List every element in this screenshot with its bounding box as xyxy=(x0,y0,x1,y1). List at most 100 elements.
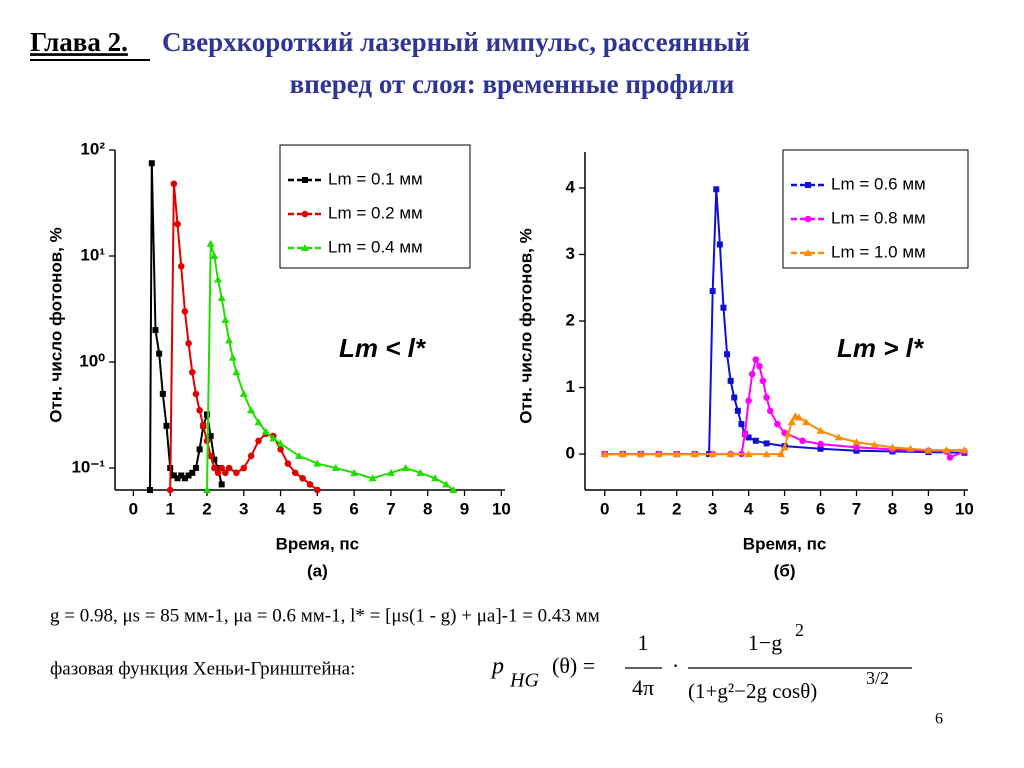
marker xyxy=(196,446,203,453)
marker xyxy=(314,486,321,494)
params: g = 0.98, μs = 85 мм-1, μa = 0.6 мм-1, l… xyxy=(50,605,600,626)
marker xyxy=(654,450,663,458)
marker xyxy=(804,215,812,223)
marker xyxy=(225,464,233,472)
marker xyxy=(207,452,214,460)
marker xyxy=(148,160,155,167)
x-tick-label: 0 xyxy=(129,499,138,518)
title: вперед от слоя: временные профили xyxy=(290,69,735,99)
marker xyxy=(708,450,717,458)
marker xyxy=(787,418,796,426)
title: Сверхкороткий лазерный импульс, рассеянн… xyxy=(162,27,750,57)
marker xyxy=(386,468,395,476)
marker xyxy=(709,288,716,295)
annotation: Lm > l* xyxy=(837,333,925,363)
marker xyxy=(442,480,451,488)
x-tick-label: 3 xyxy=(239,499,248,518)
marker xyxy=(206,239,215,247)
formula: (θ) = xyxy=(552,653,595,678)
marker xyxy=(214,275,223,283)
marker xyxy=(302,177,308,183)
y-tick-label: 4 xyxy=(566,177,576,196)
marker xyxy=(178,472,185,479)
marker xyxy=(745,397,752,405)
marker xyxy=(762,450,771,458)
marker xyxy=(163,422,170,429)
marker xyxy=(618,450,627,458)
marker xyxy=(217,294,226,302)
marker xyxy=(804,249,812,256)
y-axis-label: Отн. число фотонов, % xyxy=(516,228,535,423)
marker xyxy=(724,351,731,358)
x-tick-label: 3 xyxy=(708,499,717,518)
marker xyxy=(401,463,410,471)
series-line xyxy=(604,414,965,456)
marker xyxy=(745,434,752,441)
marker xyxy=(906,444,915,452)
x-tick-label: 4 xyxy=(276,499,286,518)
x-tick-label: 1 xyxy=(165,499,174,518)
marker xyxy=(301,244,309,251)
marker xyxy=(221,315,230,323)
marker xyxy=(766,407,774,415)
marker xyxy=(215,464,222,471)
marker xyxy=(192,464,199,471)
marker xyxy=(774,420,781,428)
marker xyxy=(600,450,609,458)
marker xyxy=(277,446,284,453)
caption: (а) xyxy=(307,561,328,580)
x-tick-label: 5 xyxy=(313,499,322,518)
marker xyxy=(748,370,756,378)
marker xyxy=(291,469,299,477)
marker xyxy=(269,434,278,442)
marker xyxy=(200,422,207,430)
x-tick-label: 1 xyxy=(636,499,645,518)
marker xyxy=(188,368,196,376)
marker xyxy=(152,327,159,334)
marker xyxy=(942,446,951,454)
marker xyxy=(690,450,699,458)
formula: 3/2 xyxy=(866,668,889,688)
marker xyxy=(159,390,166,397)
formula: 1 xyxy=(638,630,649,655)
marker xyxy=(202,486,211,493)
marker xyxy=(350,468,359,476)
y-tick-label: 3 xyxy=(566,244,575,263)
marker xyxy=(185,472,192,479)
formula: · xyxy=(672,653,679,678)
x-tick-label: 4 xyxy=(744,499,754,518)
x-tick-label: 0 xyxy=(600,499,609,518)
marker xyxy=(254,418,263,426)
marker xyxy=(784,430,793,438)
formula: 2 xyxy=(795,620,804,640)
marker xyxy=(203,411,210,418)
marker xyxy=(225,336,234,344)
marker xyxy=(816,426,825,434)
marker xyxy=(368,474,377,482)
y-tick-label: 10⁰ xyxy=(79,351,105,370)
marker xyxy=(261,427,270,435)
marker xyxy=(780,443,789,451)
marker xyxy=(727,377,734,384)
marker xyxy=(802,418,811,426)
marker xyxy=(738,421,745,428)
marker xyxy=(741,430,749,438)
marker xyxy=(240,464,248,472)
x-tick-label: 2 xyxy=(672,499,681,518)
marker xyxy=(416,468,425,476)
marker xyxy=(817,440,824,448)
x-tick-label: 7 xyxy=(386,499,395,518)
x-tick-label: 5 xyxy=(780,499,789,518)
x-tick-label: 8 xyxy=(423,499,432,518)
marker xyxy=(211,464,218,472)
y-tick-label: 10² xyxy=(80,139,105,158)
marker xyxy=(181,308,189,315)
legend-label: Lm = 0.8 мм xyxy=(831,208,926,227)
marker xyxy=(331,463,340,471)
marker xyxy=(852,438,861,446)
marker xyxy=(233,469,240,477)
marker xyxy=(284,460,292,467)
marker xyxy=(170,180,178,188)
x-tick-label: 10 xyxy=(955,499,974,518)
marker xyxy=(207,433,214,440)
